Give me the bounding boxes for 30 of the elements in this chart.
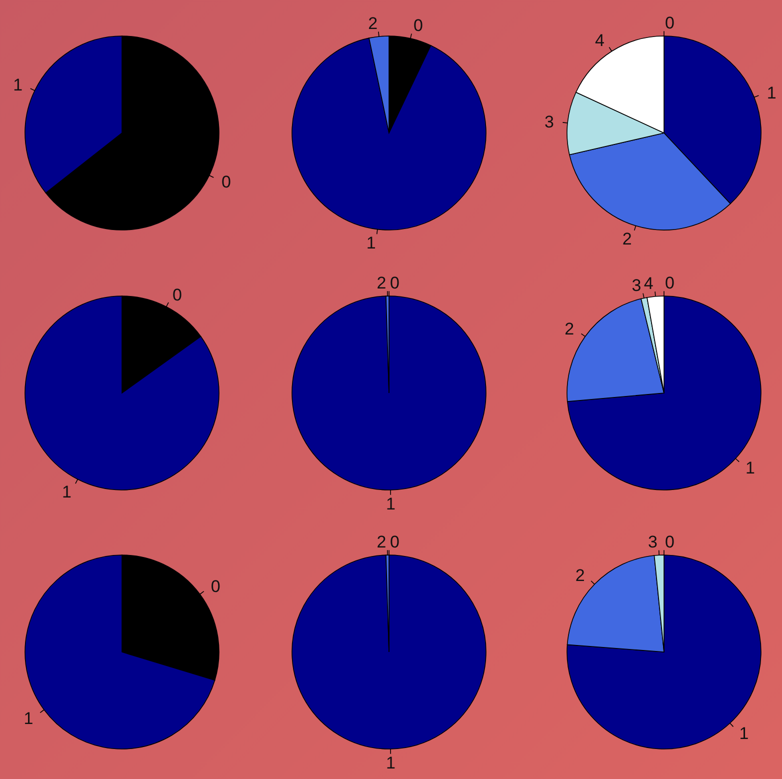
- slice-label: 1: [746, 458, 756, 478]
- slice-label: 2: [564, 320, 574, 339]
- slice-label: 2: [622, 230, 632, 249]
- category-label: 0: [665, 273, 674, 292]
- legend-label: 0: [665, 532, 674, 552]
- slice-label: 2: [376, 273, 386, 292]
- legend-label: 0: [665, 13, 674, 32]
- slice-label: 1: [386, 754, 396, 773]
- legend-label: 0: [390, 273, 400, 292]
- slice-label: 0: [221, 172, 231, 192]
- slice-label: 2: [575, 566, 585, 585]
- legend-label: 0: [390, 532, 400, 552]
- slice-label: 1: [739, 724, 749, 744]
- slice-label: 1: [62, 482, 72, 502]
- slice-label: 1: [366, 234, 376, 253]
- slice-label: 1: [766, 83, 776, 102]
- slice-label: 2: [368, 14, 378, 33]
- slice-label: 4: [594, 30, 604, 50]
- slice-label: 4: [644, 274, 654, 293]
- slice-label: 1: [386, 494, 396, 514]
- slice-label: 3: [544, 112, 554, 132]
- slice-label: 3: [648, 532, 658, 552]
- legend-label: 3: [632, 276, 642, 295]
- slice-label: 0: [413, 16, 423, 36]
- slice-label: 1: [24, 708, 34, 728]
- slice-label: 0: [172, 286, 182, 305]
- slice-label: 1: [13, 76, 23, 95]
- pie-slice: [292, 38, 486, 230]
- slice-label: 2: [376, 532, 386, 552]
- slice-label: 0: [210, 577, 220, 596]
